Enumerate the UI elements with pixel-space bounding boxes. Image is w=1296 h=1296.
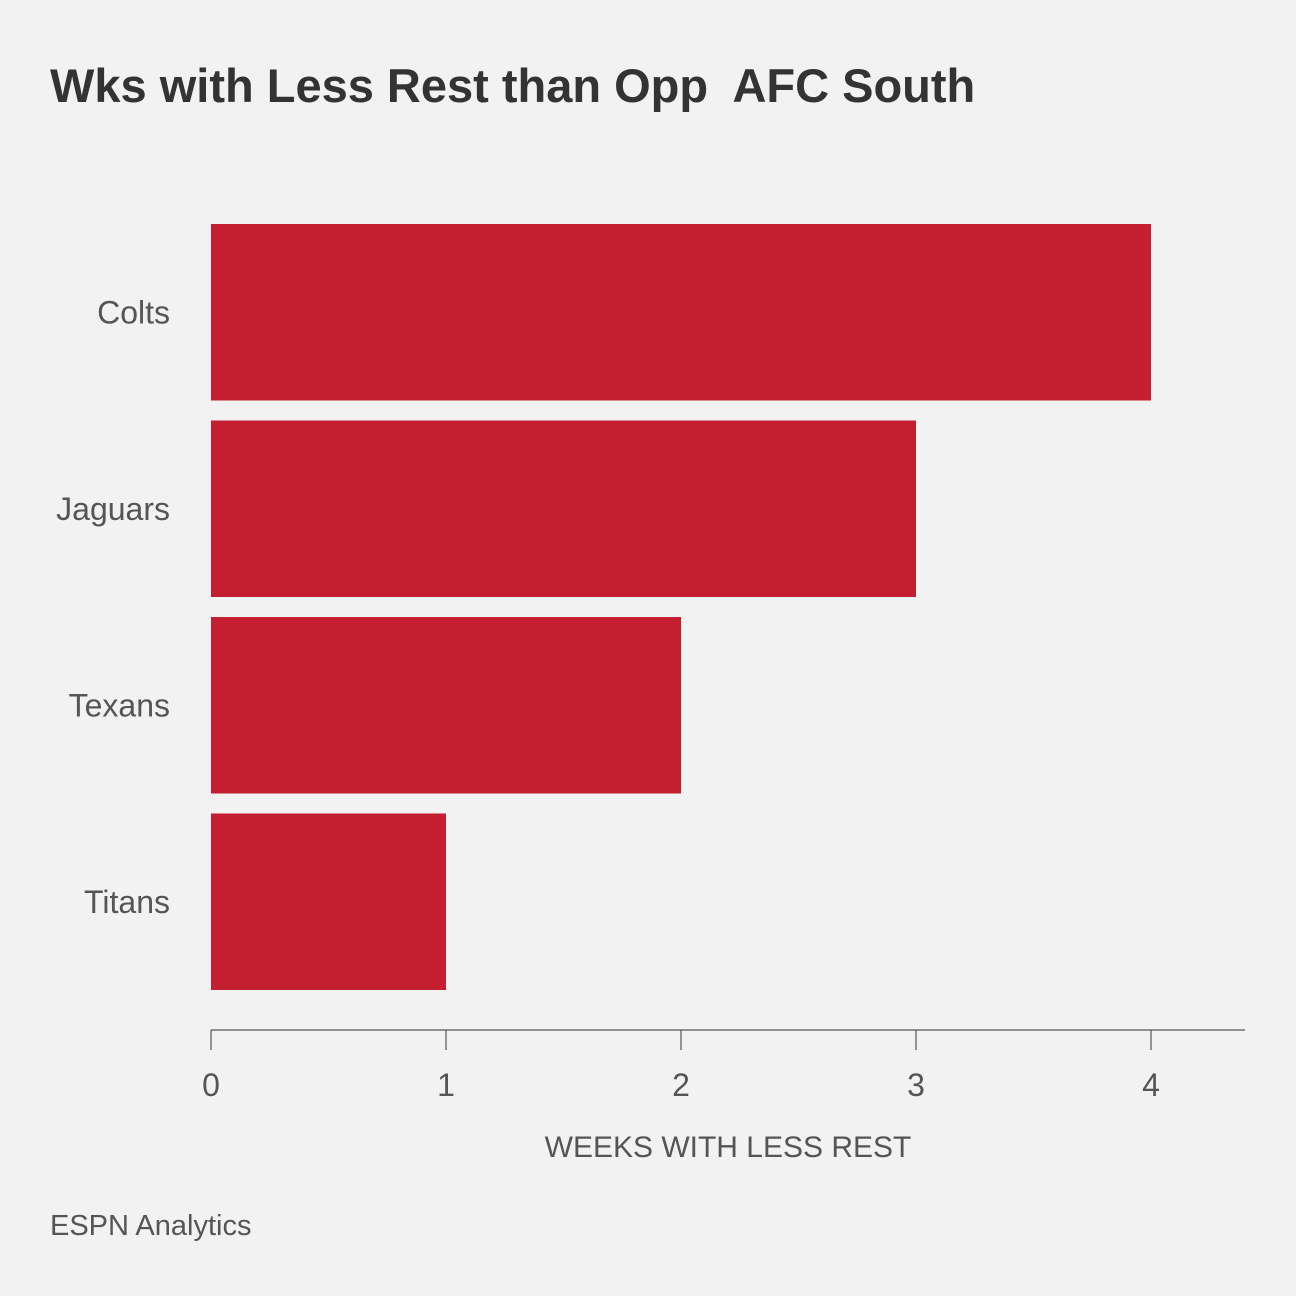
bar-texans	[211, 617, 681, 794]
bars-group	[211, 224, 1151, 990]
bar-titans	[211, 813, 446, 990]
category-label-texans: Texans	[69, 687, 170, 723]
x-tick-label: 1	[437, 1067, 455, 1103]
x-axis-title: WEEKS WITH LESS REST	[545, 1131, 912, 1164]
bar-jaguars	[211, 420, 916, 597]
category-label-titans: Titans	[84, 884, 170, 920]
chart-title: Wks with Less Rest than Opp AFC South	[50, 59, 976, 112]
category-labels: Colts Jaguars Texans Titans	[56, 294, 170, 920]
bar-colts	[211, 224, 1151, 401]
x-axis-ticks: 0 1 2 3 4	[202, 1030, 1160, 1103]
x-tick-label: 3	[907, 1067, 925, 1103]
category-label-jaguars: Jaguars	[56, 491, 170, 527]
x-tick-label: 0	[202, 1067, 220, 1103]
category-label-colts: Colts	[97, 294, 170, 330]
x-tick-label: 4	[1142, 1067, 1160, 1103]
source-label: ESPN Analytics	[50, 1210, 252, 1242]
x-tick-label: 2	[672, 1067, 690, 1103]
